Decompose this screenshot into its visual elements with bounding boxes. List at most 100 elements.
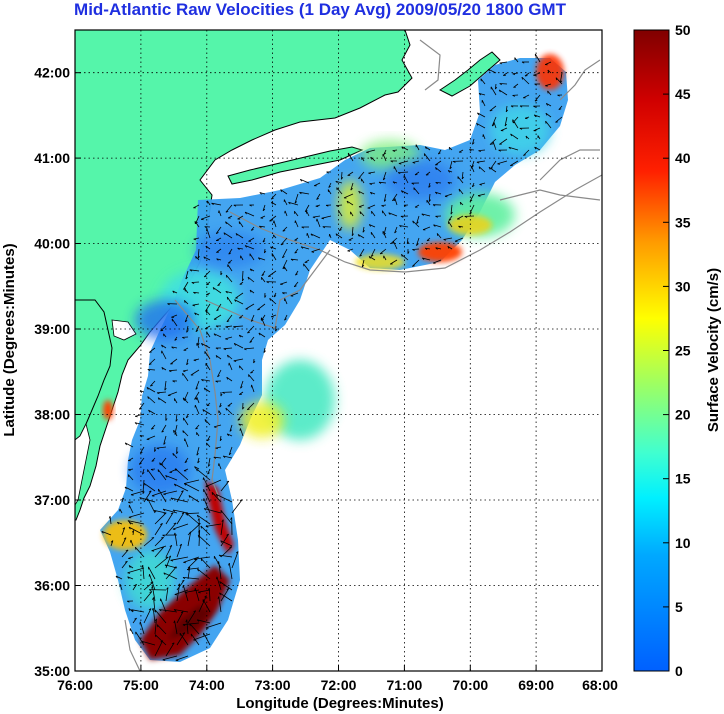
velocity-vector-head bbox=[139, 390, 143, 393]
velocity-vector bbox=[293, 281, 299, 288]
velocity-vector bbox=[146, 387, 156, 393]
velocity-vector-head bbox=[168, 370, 172, 373]
velocity-vector bbox=[225, 291, 233, 294]
velocity-vector-head bbox=[196, 468, 198, 472]
velocity-vector-head bbox=[121, 497, 124, 500]
velocity-vector-head bbox=[378, 181, 382, 184]
y-tick-label: 35:00 bbox=[34, 663, 70, 679]
velocity-vector bbox=[383, 193, 387, 202]
velocity-vector-head bbox=[458, 225, 461, 229]
velocity-vector bbox=[223, 347, 233, 350]
velocity-vector bbox=[358, 190, 365, 195]
velocity-vector-head bbox=[171, 346, 174, 349]
velocity-vector bbox=[425, 171, 431, 176]
velocity-vector-head bbox=[438, 152, 441, 155]
velocity-vector-head bbox=[523, 154, 526, 156]
velocity-vector bbox=[203, 489, 211, 503]
velocity-vector-head bbox=[432, 204, 436, 207]
velocity-vector bbox=[432, 259, 442, 264]
velocity-vector bbox=[205, 325, 211, 330]
velocity-vector-head bbox=[407, 251, 410, 254]
velocity-vector-head bbox=[128, 565, 131, 568]
velocity-vector-head bbox=[164, 564, 168, 567]
velocity-vector bbox=[183, 417, 189, 426]
velocity-vector bbox=[176, 490, 184, 503]
velocity-vector-head bbox=[174, 468, 177, 472]
velocity-vector bbox=[170, 556, 189, 561]
velocity-vector bbox=[422, 257, 431, 261]
velocity-vector-head bbox=[250, 319, 254, 322]
velocity-vector bbox=[250, 314, 255, 322]
velocity-vector-head bbox=[142, 491, 145, 494]
velocity-vector bbox=[159, 609, 178, 613]
velocity-vector-head bbox=[163, 512, 167, 514]
velocity-vector bbox=[187, 566, 191, 580]
velocity-vector bbox=[271, 314, 277, 318]
colorbar-label: Surface Velocity (cm/s) bbox=[705, 268, 722, 432]
velocity-vector bbox=[176, 543, 182, 558]
velocity-vector-head bbox=[368, 172, 371, 175]
velocity-vector bbox=[521, 76, 530, 85]
velocity-vector bbox=[454, 237, 464, 242]
velocity-vector bbox=[153, 597, 156, 613]
velocity-vector bbox=[193, 358, 200, 361]
velocity-vector-head bbox=[143, 483, 146, 486]
velocity-vector-head bbox=[161, 536, 164, 539]
velocity-vector bbox=[198, 589, 211, 593]
velocity-vector bbox=[148, 566, 156, 580]
velocity-vector-head bbox=[383, 177, 386, 181]
velocity-vector-head bbox=[194, 397, 197, 400]
velocity-vector bbox=[184, 438, 189, 448]
velocity-vector bbox=[154, 512, 167, 525]
colorbar-tick-label: 0 bbox=[675, 663, 683, 679]
velocity-vector bbox=[244, 245, 255, 250]
velocity-vector-head bbox=[478, 150, 481, 152]
velocity-vector bbox=[226, 376, 233, 382]
velocity-vector bbox=[359, 211, 365, 217]
y-tick-label: 41:00 bbox=[34, 150, 70, 166]
velocity-vector bbox=[218, 463, 222, 470]
velocity-vector bbox=[185, 270, 189, 280]
velocity-vector bbox=[262, 204, 266, 211]
velocity-vector-head bbox=[512, 95, 516, 97]
velocity-vector bbox=[171, 314, 178, 318]
velocity-vector bbox=[398, 160, 409, 164]
velocity-vector bbox=[128, 457, 134, 462]
velocity-vector-head bbox=[226, 377, 229, 380]
velocity-vector bbox=[228, 248, 233, 255]
velocity-vector bbox=[559, 72, 563, 83]
velocity-vector-head bbox=[181, 512, 185, 514]
velocity-vector bbox=[237, 247, 244, 250]
velocity-vector bbox=[184, 288, 189, 294]
velocity-vector-head bbox=[205, 310, 208, 314]
velocity-vector bbox=[184, 483, 200, 492]
colorbar-tick-label: 40 bbox=[675, 150, 691, 166]
x-tick-label: 71:00 bbox=[386, 677, 422, 693]
velocity-vector bbox=[218, 210, 222, 217]
colorbar-tick-label: 35 bbox=[675, 214, 691, 230]
velocity-vector-head bbox=[172, 290, 175, 294]
velocity-vector bbox=[148, 358, 156, 365]
velocity-vector-head bbox=[194, 588, 196, 591]
velocity-vector bbox=[294, 248, 299, 254]
velocity-vector bbox=[479, 182, 486, 185]
velocity-vector-head bbox=[358, 190, 361, 194]
velocity-vector-head bbox=[262, 208, 266, 212]
velocity-vector-head bbox=[220, 272, 223, 276]
velocity-vector-head bbox=[181, 579, 185, 582]
velocity-vector bbox=[300, 246, 310, 250]
velocity-vector-head bbox=[273, 234, 275, 238]
velocity-vector bbox=[228, 446, 233, 455]
velocity-vector-head bbox=[498, 149, 501, 152]
velocity-vector bbox=[228, 563, 233, 580]
velocity-vector bbox=[143, 490, 152, 503]
velocity-vector bbox=[165, 512, 174, 525]
velocity-vector-head bbox=[151, 460, 155, 462]
velocity-vector bbox=[154, 556, 169, 569]
velocity-vector bbox=[135, 631, 145, 646]
velocity-vector bbox=[534, 53, 541, 63]
velocity-vector-head bbox=[128, 501, 131, 504]
velocity-vector-head bbox=[156, 447, 160, 450]
velocity-vector-head bbox=[282, 230, 286, 232]
